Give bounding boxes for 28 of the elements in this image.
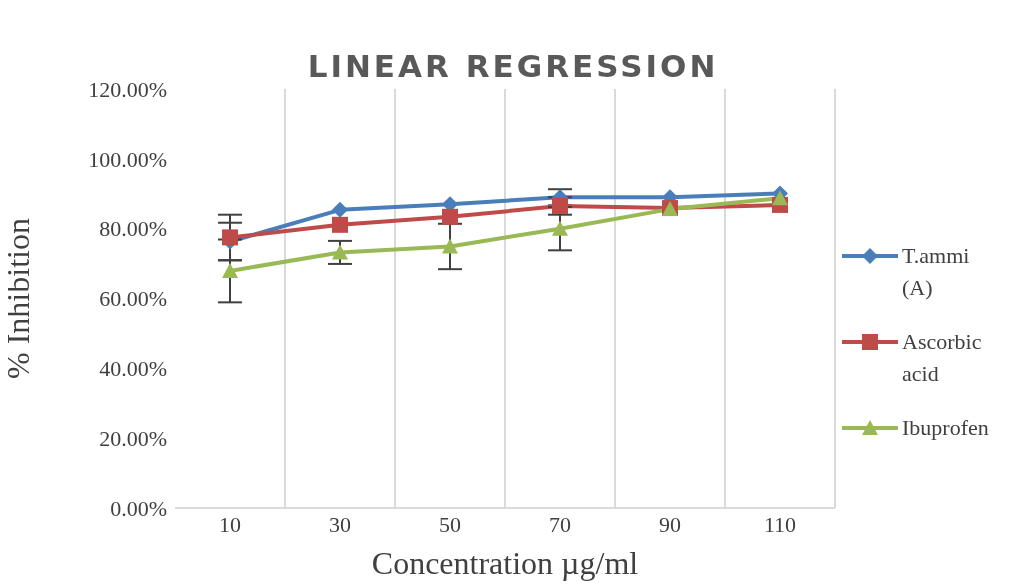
point [552,220,568,236]
y-tick-label: 120.00% [88,76,167,102]
point [552,197,568,214]
point [222,229,238,246]
chart-title: LINEAR REGRESSION [307,48,719,84]
y-tick-label: 0.00% [110,495,167,521]
y-tick-label: 40.00% [99,356,167,382]
point [442,238,458,254]
y-tick-label: 80.00% [99,216,167,242]
x-tick-label: 10 [219,511,241,537]
x-tick-label: 90 [659,511,681,537]
legend-label: T.ammi (A) [902,242,970,302]
x-tick-label: 30 [329,511,351,537]
x-tick-label: 50 [439,511,461,537]
y-tick-label: 100.00% [88,146,167,172]
legend-label: Ascorbic acid [902,328,982,388]
x-tick-label: 70 [549,511,571,537]
x-axis-title: Concentration µg/ml [371,545,639,581]
point [332,244,348,260]
point [442,208,458,225]
point [332,216,348,233]
point [222,262,238,278]
y-tick-label: 60.00% [99,286,167,312]
x-tick-label: 110 [763,511,797,537]
point [772,190,788,206]
y-tick-label: 20.00% [99,425,167,451]
point [332,201,348,218]
legend-label: Ibuprofen [902,414,989,442]
